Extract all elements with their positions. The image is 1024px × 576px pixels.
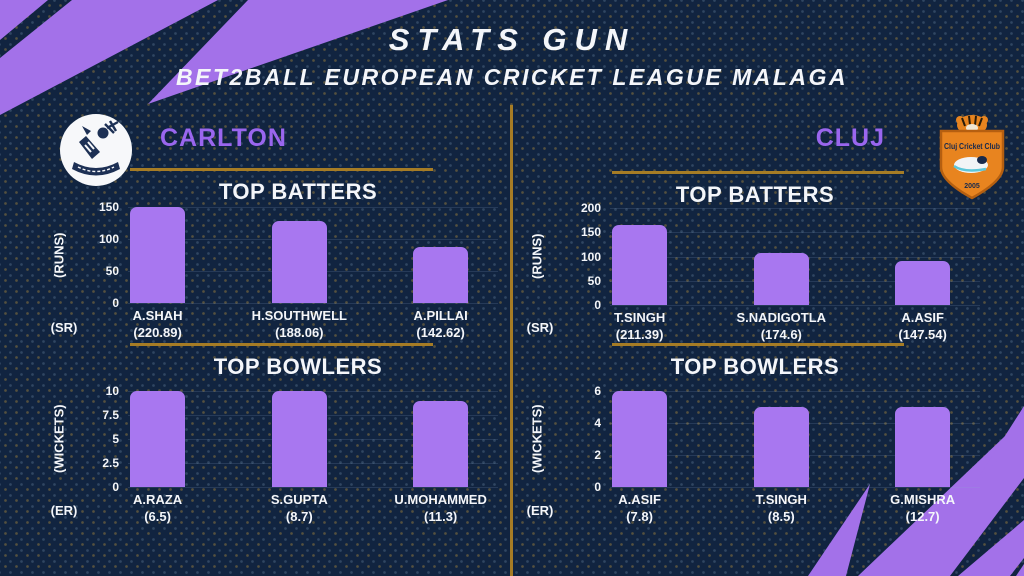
- section-divider-line: [130, 343, 433, 346]
- y-axis-tick-label: 2: [594, 448, 601, 462]
- x-axis-label-sr: (SR): [50, 320, 78, 335]
- section-divider-line: [612, 343, 904, 346]
- y-axis-label-wickets: (WICKETS): [529, 404, 545, 474]
- team-name-carlton: CARLTON: [160, 124, 287, 152]
- cluj-top-bowlers-chart: 0 2 4 6 A.ASIF (7.8) T.SINGH (8.5) G.MISHRA (12.7…: [594, 384, 980, 524]
- x-category-label: S.GUPTA (8.7): [270, 492, 328, 524]
- section-title-top-bowlers: TOP BOWLERS: [213, 354, 383, 379]
- x-category-label: T.SINGH (211.39): [613, 310, 666, 342]
- y-axis-tick-label: 2.5: [102, 456, 119, 470]
- x-axis-label-er: (ER): [50, 503, 78, 518]
- carlton-logo: [58, 112, 134, 193]
- cluj-crest-icon: Cluj Cricket Club 2005: [939, 115, 1005, 200]
- y-axis-tick-label: 100: [98, 232, 119, 246]
- bar-a.pillai: [412, 247, 469, 303]
- x-category-label: A.ASIF (7.8): [618, 492, 661, 524]
- page-title: STATS GUN: [388, 22, 636, 57]
- center-divider: [510, 105, 513, 576]
- x-category-label: G.MISHRA (12.7): [890, 492, 956, 524]
- x-category-label: A.ASIF (147.54): [898, 310, 947, 342]
- corner-shape: [958, 520, 1024, 576]
- y-axis-tick-label: 10: [105, 384, 119, 398]
- y-axis-tick-label: 50: [587, 273, 601, 288]
- carlton-crest-icon: [60, 114, 132, 186]
- y-axis-tick-label: 0: [594, 298, 601, 312]
- y-axis-tick-label: 100: [580, 249, 601, 264]
- section-title-top-batters: TOP BATTERS: [675, 182, 835, 207]
- bar-a.asif: [611, 391, 668, 487]
- y-axis-tick-label: 6: [594, 384, 601, 398]
- cluj-top-batters-chart: 0 50 100 150 200 T.SINGH (211.39) S.NADIGOTLA (1…: [581, 201, 980, 342]
- y-axis-tick-label: 50: [105, 264, 119, 278]
- carlton-top-bowlers-chart: 0 2.5 5 7.5 10 A.RAZA (6.5) S.GUPTA (8.7) U.MOHAM…: [102, 384, 498, 524]
- x-axis-label-sr: (SR): [526, 320, 554, 335]
- y-axis-tick-label: 0: [594, 480, 601, 494]
- cluj-logo: Cluj Cricket Club 2005: [930, 114, 1014, 209]
- x-category-label: A.RAZA (6.5): [133, 492, 183, 524]
- y-axis-tick-label: 150: [580, 225, 601, 240]
- y-axis-label-runs: (RUNS): [529, 233, 545, 280]
- cluj-club-name: Cluj Cricket Club: [944, 142, 1000, 151]
- x-category-label: A.PILLAI (142.62): [413, 308, 468, 340]
- section-divider-line: [130, 168, 433, 171]
- gridline: [128, 303, 498, 304]
- section-divider-line: [612, 171, 904, 174]
- section-title-top-bowlers: TOP BOWLERS: [670, 354, 840, 379]
- y-axis-tick-label: 0: [112, 480, 119, 494]
- gridline: [610, 305, 980, 306]
- corner-shape: [808, 484, 870, 576]
- corner-shape: [1016, 564, 1024, 576]
- y-axis-tick-label: 4: [594, 416, 601, 430]
- bar-a.shah: [129, 207, 186, 303]
- carlton-top-batters-chart: 0 50 100 150 A.SHAH (220.89) H.SOUTHWELL (188.0…: [99, 200, 498, 340]
- gridline: [610, 208, 980, 209]
- y-axis-tick-label: 5: [112, 432, 119, 446]
- x-category-label: H.SOUTHWELL (188.06): [251, 308, 347, 340]
- y-axis-tick-label: 7.5: [102, 408, 119, 422]
- team-name-cluj: CLUJ: [815, 124, 885, 152]
- gridline: [610, 391, 980, 392]
- bar-u.mohammed: [412, 400, 469, 487]
- section-title-top-batters: TOP BATTERS: [218, 179, 378, 204]
- page-subtitle: BET2BALL EUROPEAN CRICKET LEAGUE MALAGA: [175, 64, 849, 90]
- bar-g.mishra: [894, 407, 951, 487]
- y-axis-tick-label: 200: [580, 201, 601, 215]
- bar-s.gupta: [271, 391, 328, 487]
- gridline: [128, 207, 498, 208]
- bar-s.nadigotla: [753, 252, 810, 305]
- y-axis-tick-label: 150: [98, 200, 119, 214]
- x-category-label: S.NADIGOTLA (174.6): [736, 310, 827, 342]
- bar-a.asif: [894, 261, 951, 305]
- cluj-year: 2005: [964, 183, 980, 190]
- x-axis-label-er: (ER): [526, 503, 554, 518]
- y-axis-label-wickets: (WICKETS): [51, 404, 67, 474]
- y-axis-tick-label: 0: [112, 296, 119, 310]
- y-axis-label-runs: (RUNS): [51, 232, 67, 278]
- bar-a.raza: [129, 391, 186, 487]
- x-category-label: U.MOHAMMED (11.3): [394, 492, 487, 524]
- gridline: [610, 487, 980, 488]
- x-category-label: T.SINGH (8.5): [755, 492, 807, 524]
- bar-t.singh: [753, 407, 810, 487]
- gridline: [610, 232, 980, 234]
- bar-h.southwell: [271, 221, 328, 303]
- x-category-label: A.SHAH (220.89): [132, 308, 183, 340]
- bar-t.singh: [611, 224, 668, 305]
- gridline: [128, 487, 498, 488]
